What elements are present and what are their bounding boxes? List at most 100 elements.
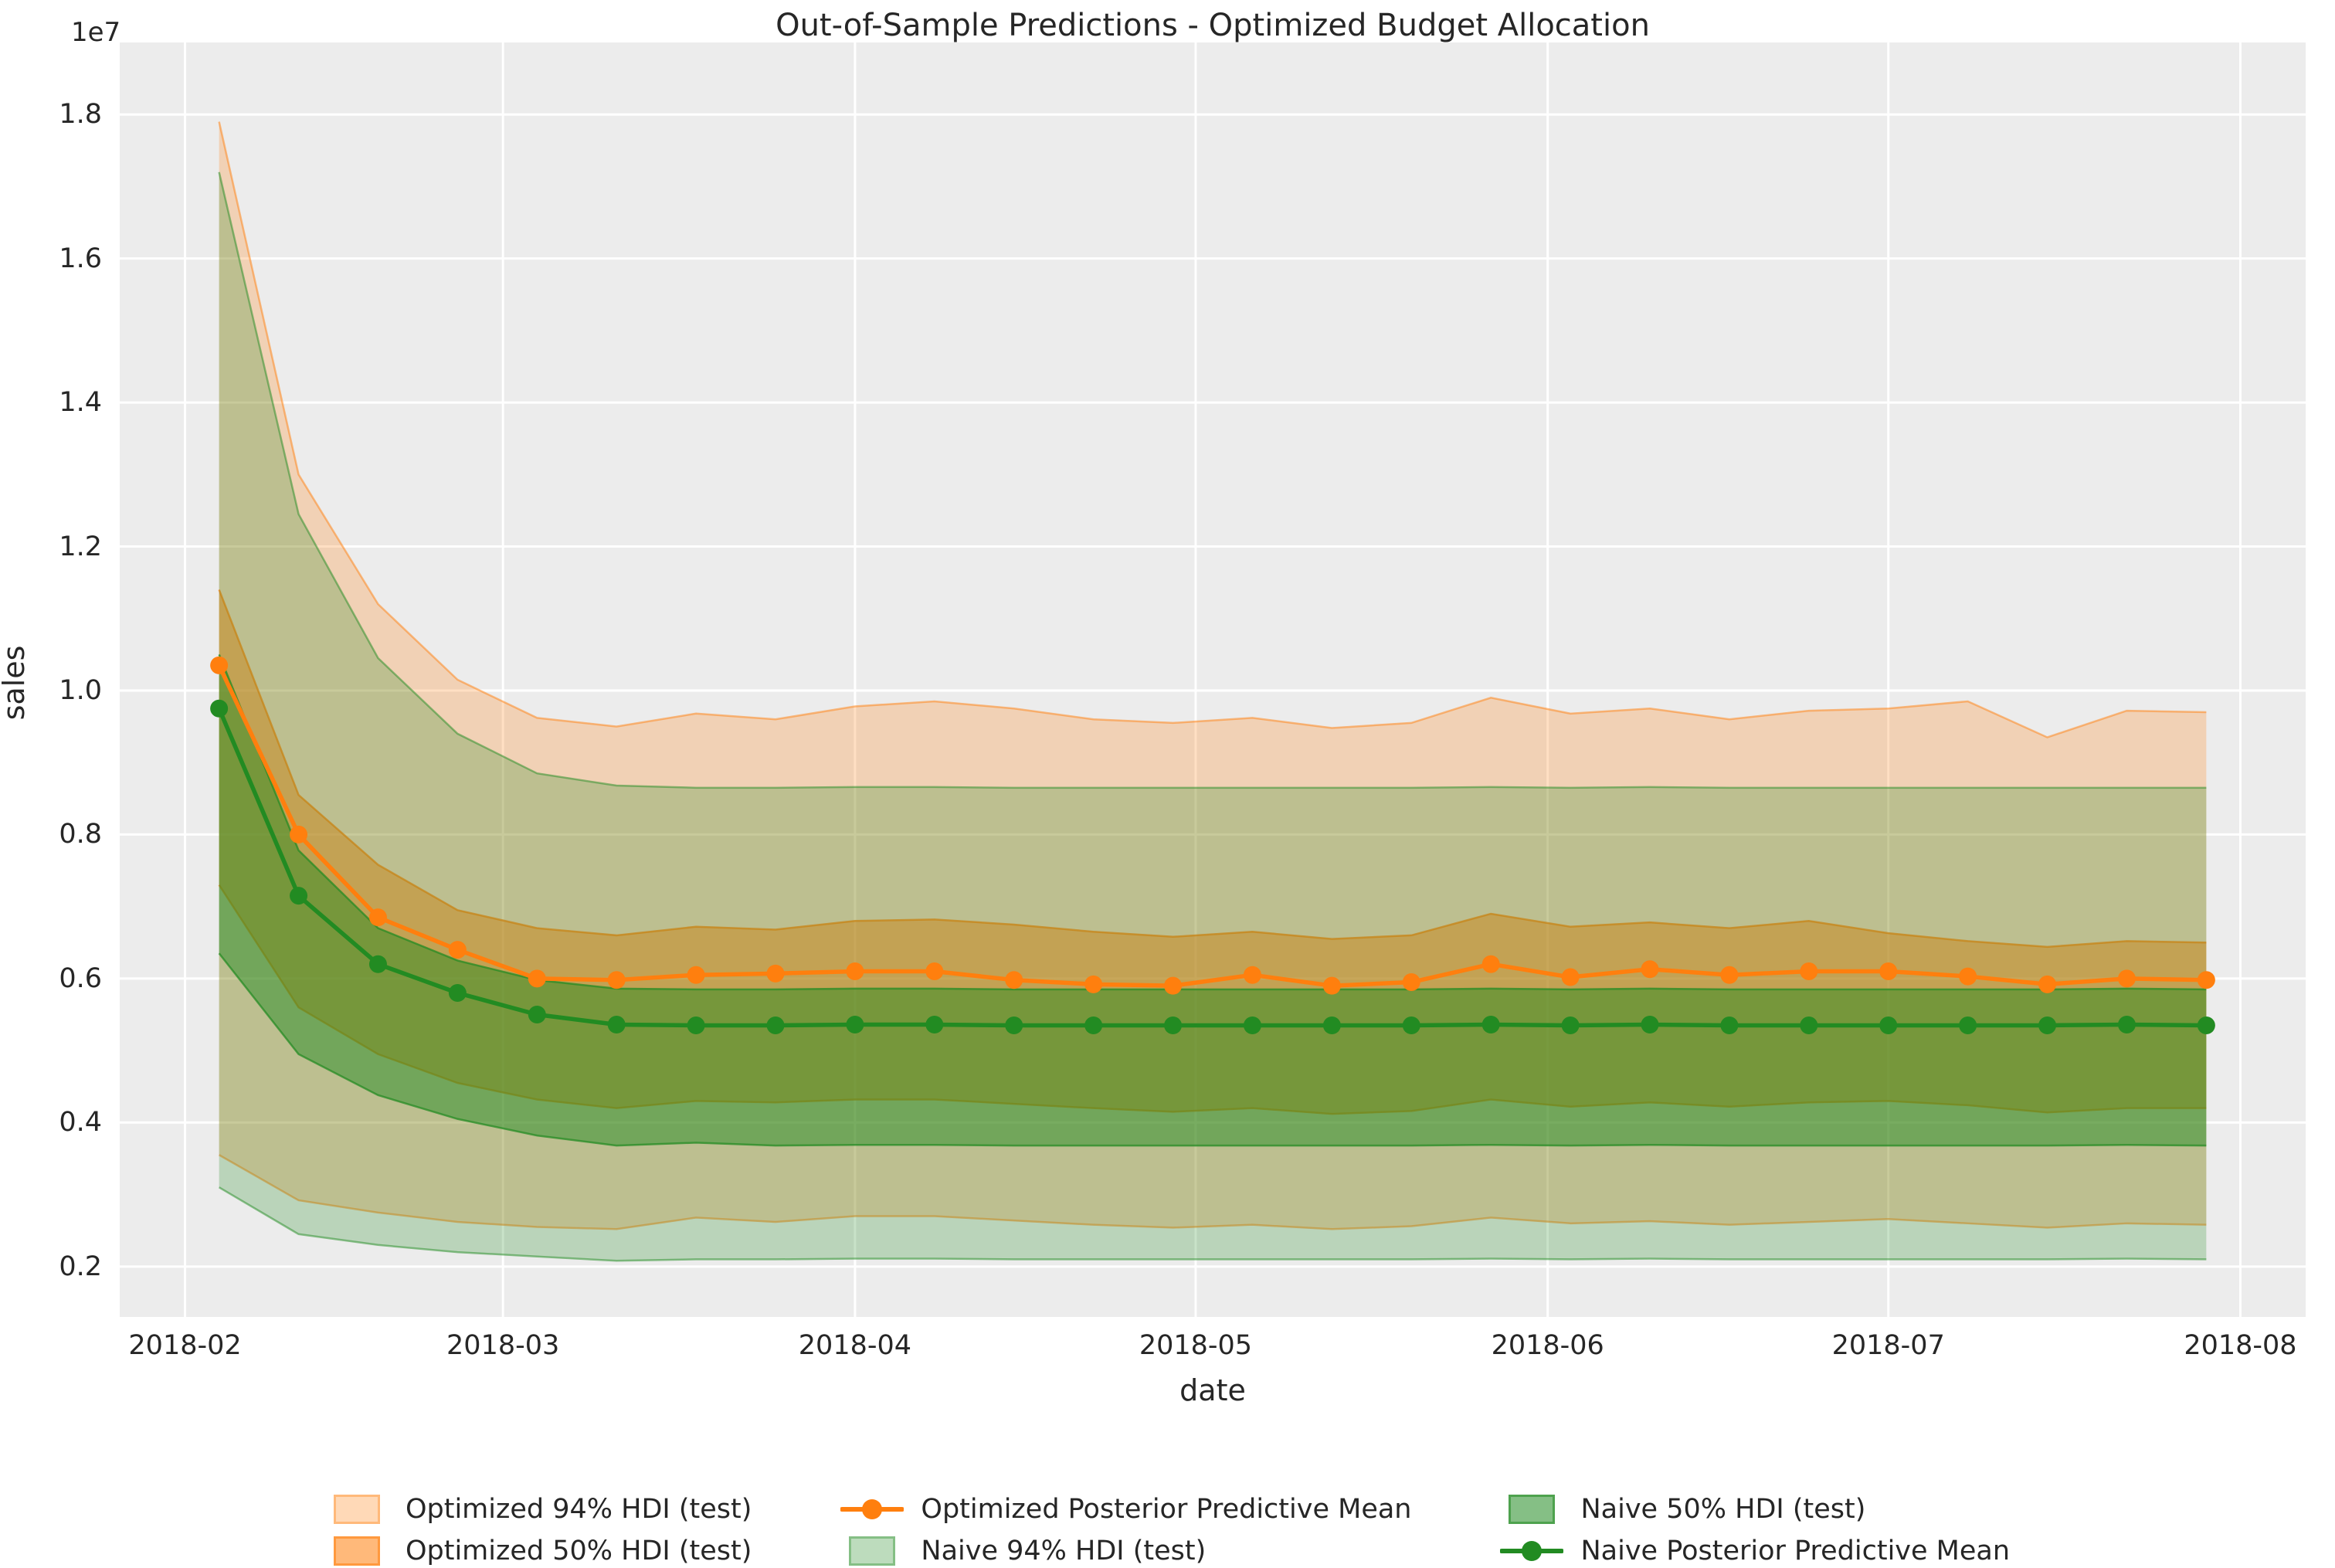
data-point-marker — [1005, 971, 1023, 989]
legend-patch-swatch — [325, 1495, 389, 1524]
hdi-band-upper-edge — [218, 653, 2207, 991]
legend-column: Optimized Posterior Predictive Mean Naive… — [840, 1492, 1411, 1568]
legend-item: Optimized 50% HDI (test) — [325, 1534, 752, 1568]
x-tick-label: 2018-02 — [128, 1330, 242, 1361]
data-point-marker — [1084, 1016, 1103, 1034]
data-point-marker — [1322, 976, 1341, 995]
legend-item-label: Naive 50% HDI (test) — [1580, 1494, 1866, 1525]
data-point-marker — [1959, 1016, 1977, 1034]
data-point-marker — [1800, 962, 1818, 981]
data-point-marker — [1402, 973, 1420, 992]
hdi-swatch — [1509, 1495, 1556, 1524]
data-point-marker — [925, 962, 944, 981]
x-tick-label: 2018-06 — [1491, 1330, 1604, 1361]
data-point-marker — [448, 984, 467, 1003]
data-point-marker — [1164, 976, 1183, 995]
data-point-marker — [528, 969, 546, 988]
data-point-marker — [2117, 969, 2136, 988]
legend-item-label: Optimized 50% HDI (test) — [405, 1536, 752, 1566]
data-point-marker — [687, 1016, 705, 1034]
hdi-band-upper-edge — [218, 121, 2207, 738]
data-point-marker — [368, 908, 387, 927]
data-point-marker — [1481, 1016, 1500, 1034]
data-point-marker — [2197, 1016, 2215, 1034]
legend-column: Optimized 94% HDI (test) Optimized 50% HD… — [325, 1492, 752, 1568]
chart-canvas — [120, 42, 2306, 1317]
x-tick-label: 2018-03 — [446, 1330, 560, 1361]
data-point-marker — [607, 1016, 626, 1034]
data-point-marker — [1720, 966, 1739, 984]
legend-item: Optimized 94% HDI (test) — [325, 1492, 752, 1526]
data-point-marker — [1641, 1016, 1659, 1034]
hdi-band-lower-edge — [219, 1186, 2207, 1262]
y-tick-label: 1.6 — [59, 243, 102, 274]
line-marker-icon — [840, 1499, 904, 1519]
data-point-marker — [846, 1016, 864, 1034]
hdi-swatch — [849, 1536, 896, 1566]
data-point-marker — [687, 966, 705, 984]
data-point-marker — [1720, 1016, 1739, 1034]
data-point-marker — [1879, 962, 1898, 981]
x-tick-label: 2018-05 — [1139, 1330, 1253, 1361]
data-point-marker — [528, 1005, 546, 1023]
data-point-marker — [846, 962, 864, 981]
hdi-band-lower-edge — [218, 884, 2207, 1115]
legend-patch-swatch — [325, 1536, 389, 1566]
data-point-marker — [290, 887, 308, 905]
x-tick-label: 2018-08 — [2184, 1330, 2297, 1361]
y-tick-label: 1.0 — [59, 674, 102, 706]
legend-patch-swatch — [1500, 1495, 1563, 1524]
x-tick-label: 2018-07 — [1831, 1330, 1945, 1361]
data-point-marker — [1959, 967, 1977, 986]
legend-line-sample — [1500, 1536, 1564, 1566]
data-point-marker — [1402, 1016, 1420, 1034]
x-tick-label: 2018-04 — [798, 1330, 912, 1361]
x-axis-label: date — [1179, 1373, 1246, 1407]
y-tick-label: 0.8 — [59, 819, 102, 850]
data-point-marker — [1164, 1016, 1183, 1034]
legend-item: Naive 94% HDI (test) — [840, 1534, 1411, 1568]
hdi-band — [219, 121, 2207, 1230]
hdi-band — [219, 589, 2207, 1115]
data-point-marker — [1481, 955, 1500, 973]
y-tick-label: 0.6 — [59, 962, 102, 994]
hdi-band-lower-edge — [219, 1154, 2207, 1230]
mean-line — [216, 663, 2209, 988]
data-point-marker — [925, 1016, 944, 1034]
y-tick-label: 0.4 — [59, 1107, 102, 1139]
legend-patch-swatch — [840, 1536, 904, 1566]
data-point-marker — [766, 964, 785, 983]
data-point-marker — [1641, 960, 1659, 979]
data-point-marker — [448, 941, 467, 959]
line-marker-icon — [1500, 1541, 1564, 1561]
data-point-marker — [1322, 1016, 1341, 1034]
plot-area — [120, 42, 2306, 1317]
data-point-marker — [1800, 1016, 1818, 1034]
y-tick-label: 1.2 — [59, 531, 102, 562]
data-point-marker — [1561, 1016, 1580, 1034]
y-tick-label: 0.2 — [59, 1251, 102, 1282]
hdi-band-upper-edge — [218, 589, 2207, 949]
data-point-marker — [766, 1016, 785, 1034]
y-tick-label: 1.8 — [59, 99, 102, 131]
hdi-swatch — [333, 1495, 380, 1524]
legend-item: Naive 50% HDI (test) — [1500, 1492, 2010, 1526]
legend-item: Optimized Posterior Predictive Mean — [840, 1492, 1411, 1526]
hdi-swatch — [333, 1536, 380, 1566]
data-point-marker — [210, 656, 229, 674]
chart-title: Out-of-Sample Predictions - Optimized Bu… — [776, 8, 1650, 43]
y-tick-label: 1.4 — [59, 387, 102, 419]
hdi-band-lower-edge — [218, 952, 2207, 1147]
legend-column: Naive 50% HDI (test) Naive Posterior Pred… — [1500, 1492, 2010, 1568]
data-point-marker — [1879, 1016, 1898, 1034]
hdi-band — [219, 654, 2207, 1146]
data-point-marker — [2038, 1016, 2057, 1034]
legend-item-label: Optimized 94% HDI (test) — [405, 1494, 752, 1525]
data-point-marker — [290, 825, 308, 843]
legend-item-label: Naive Posterior Predictive Mean — [1580, 1536, 2011, 1566]
data-point-marker — [368, 955, 387, 973]
data-point-marker — [1084, 975, 1103, 993]
data-point-marker — [1561, 968, 1580, 986]
data-point-marker — [607, 971, 626, 989]
